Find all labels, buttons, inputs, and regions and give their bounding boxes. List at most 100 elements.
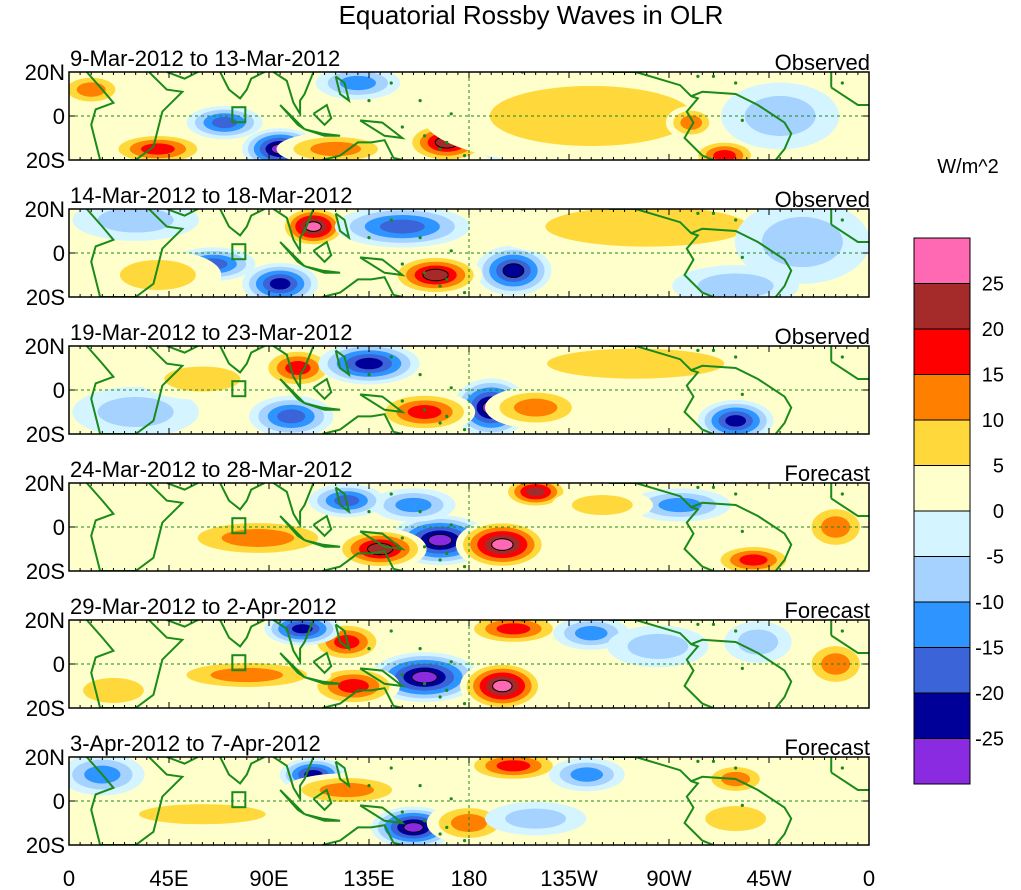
negative-anomaly-contour (211, 117, 238, 129)
island-marker (438, 832, 442, 836)
positive-anomaly-contour (139, 804, 266, 825)
coastline (609, 72, 714, 160)
coastline (279, 789, 306, 816)
island-marker (740, 392, 744, 396)
colorbar-swatch (913, 328, 971, 375)
y-tick-label: 0 (53, 378, 65, 403)
negative-anomaly-contour (339, 75, 376, 91)
island-marker (445, 140, 449, 144)
island-marker (696, 759, 700, 763)
island-marker (422, 545, 427, 549)
negative-anomaly-contour (269, 278, 291, 290)
coastline (609, 209, 714, 297)
panel-status-label: Observed (775, 187, 870, 212)
island-marker (840, 81, 844, 85)
coastline (86, 209, 185, 297)
island-marker (449, 797, 453, 801)
panel-field (69, 72, 869, 160)
positive-anomaly-contour (821, 516, 851, 538)
coastline (312, 377, 333, 401)
island-marker (418, 510, 422, 514)
island-marker (840, 629, 844, 633)
coastline (272, 346, 315, 392)
panel-field (69, 209, 869, 297)
coastline (334, 486, 351, 515)
island-marker (840, 355, 844, 359)
positive-anomaly-contour (83, 677, 144, 703)
coastline (86, 483, 185, 571)
island-marker (462, 565, 467, 569)
negative-anomaly-contour (427, 533, 453, 547)
positive-anomaly-contour (571, 494, 633, 516)
panel-period-label: 24-Mar-2012 to 28-Mar-2012 (70, 457, 352, 482)
positive-anomaly-contour (496, 760, 531, 772)
panel: 20N 0 20S 19-Mar-2012 to 23-Mar-2012 Observe… (25, 320, 870, 447)
negative-anomaly-contour (505, 808, 567, 829)
island-marker (740, 666, 744, 670)
coastline (304, 813, 341, 822)
x-tick-label: 135W (540, 866, 598, 890)
negative-anomaly-contour (737, 629, 779, 655)
island-marker (438, 695, 442, 699)
y-tick-label: 20N (25, 608, 65, 633)
island-marker (449, 660, 453, 664)
coastline (166, 620, 199, 628)
colorbar-level-label: 10 (982, 410, 1004, 432)
panel: 20N 0 20S 29-Mar-2012 to 2-Apr-2012 Forecast (25, 594, 870, 721)
island-marker (400, 399, 404, 403)
panel-period-label: 29-Mar-2012 to 2-Apr-2012 (70, 594, 337, 619)
island-marker (740, 803, 744, 807)
colorbar: 25 20 15 10 5 0 -5 -10 -15 -20 -25 (913, 237, 1004, 785)
positive-anomaly-contour (407, 405, 442, 419)
island-marker (445, 551, 449, 555)
island-marker (840, 218, 844, 222)
coastline (830, 223, 869, 243)
colorbar-level-label: -15 (975, 638, 1004, 660)
coastline (312, 651, 333, 675)
island-marker (462, 702, 467, 706)
coastline (830, 360, 869, 380)
island-marker (422, 134, 427, 138)
island-marker (696, 74, 700, 78)
y-tick-label: 20S (26, 833, 65, 858)
positive-anomaly-contour (821, 653, 851, 675)
negative-anomaly-contour (379, 219, 425, 234)
island-marker (400, 125, 404, 129)
coastline (334, 212, 351, 241)
negative-anomaly-contour (403, 822, 424, 833)
y-tick-label: 0 (53, 789, 65, 814)
region-box (231, 517, 247, 535)
island-marker (422, 408, 427, 412)
island-marker (422, 819, 427, 823)
negative-anomaly-contour (277, 409, 306, 424)
positive-anomaly-contour (119, 259, 196, 291)
island-marker (389, 81, 393, 85)
coastline (690, 638, 793, 708)
negative-anomaly-contour (761, 216, 843, 268)
colorbar-units-label: W/m^2 (937, 156, 999, 178)
island-marker (711, 622, 716, 626)
coastline (272, 620, 315, 666)
colorbar-level-label: -5 (986, 547, 1004, 569)
coastline (312, 788, 333, 812)
island-marker (462, 154, 467, 158)
island-marker (711, 74, 716, 78)
coastline (690, 227, 793, 297)
island-marker (367, 236, 371, 240)
y-tick-label: 20N (25, 471, 65, 496)
negative-anomaly-contour (355, 357, 383, 370)
y-tick-label: 0 (53, 515, 65, 540)
coastline (609, 483, 714, 571)
island-marker (367, 99, 371, 103)
island-marker (389, 766, 393, 770)
island-marker (734, 81, 738, 85)
coastline (334, 760, 351, 789)
region-box (231, 380, 247, 398)
island-marker (400, 262, 404, 266)
panel: 20N 0 20S 24-Mar-2012 to 28-Mar-2012 Forecas… (25, 457, 870, 584)
coastline (304, 676, 341, 685)
coastline (359, 530, 406, 551)
colorbar-level-label: 0 (993, 501, 1004, 523)
panel: 20N 0 20S 3-Apr-2012 to 7-Apr-2012 Forecast (25, 731, 870, 858)
